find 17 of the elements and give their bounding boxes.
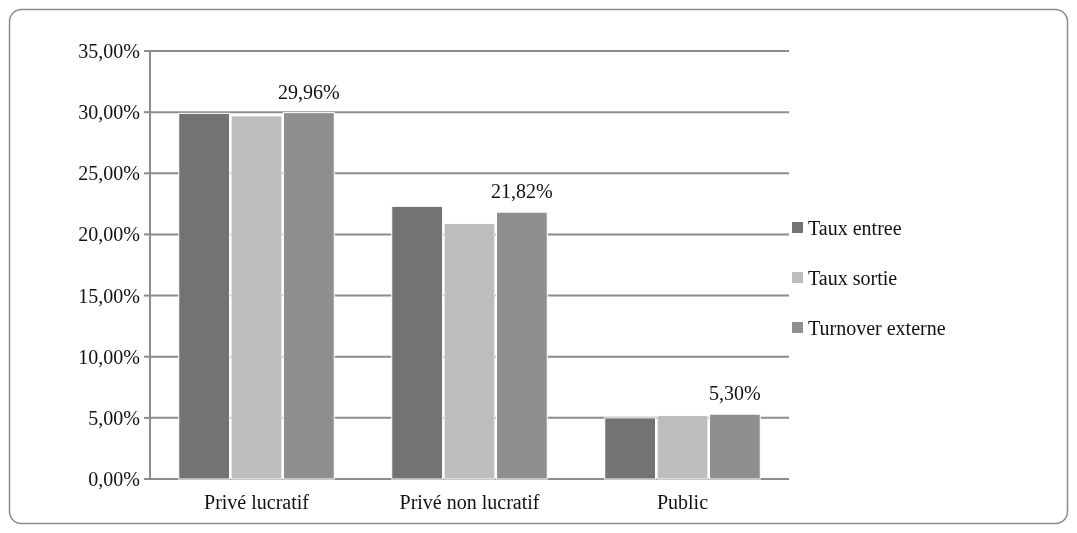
data-label: 29,96% bbox=[278, 80, 340, 103]
legend-label: Turnover externe bbox=[808, 317, 946, 339]
data-label: 5,30% bbox=[709, 382, 761, 405]
y-tick-label: 25,00% bbox=[78, 162, 140, 185]
y-tick-label: 20,00% bbox=[78, 223, 140, 246]
y-tick-label: 5,00% bbox=[88, 406, 140, 429]
y-tick-label: 0,00% bbox=[88, 468, 140, 490]
x-tick-label: Public bbox=[656, 491, 709, 513]
x-tick-label: Privé non lucratif bbox=[399, 491, 540, 513]
legend-label: Taux sortie bbox=[808, 267, 898, 289]
legend-label: Taux entree bbox=[808, 217, 902, 239]
y-tick-label: 15,00% bbox=[78, 284, 140, 307]
data-label: 21,82% bbox=[491, 180, 553, 203]
y-tick-label: 35,00% bbox=[78, 40, 140, 62]
y-tick-label: 30,00% bbox=[78, 101, 140, 124]
y-tick-label: 10,00% bbox=[78, 345, 140, 368]
x-tick-label: Privé lucratif bbox=[204, 491, 310, 513]
